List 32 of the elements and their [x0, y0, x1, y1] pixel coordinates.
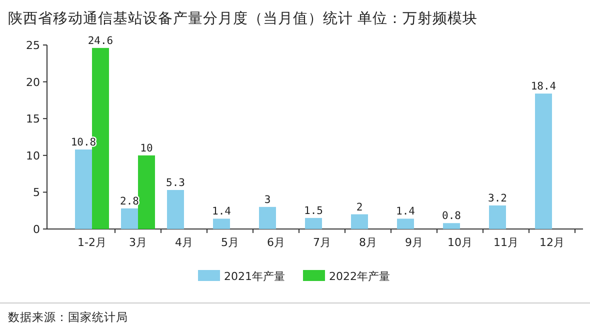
source-note: 数据来源：国家统计局	[8, 310, 128, 324]
y-tick-label: 20	[26, 76, 40, 89]
x-tick-label: 3月	[129, 236, 147, 249]
data-label: 3	[264, 194, 271, 206]
legend-label: 2022年产量	[329, 270, 390, 283]
x-tick-label: 11月	[494, 236, 518, 249]
x-tick-label: 9月	[405, 236, 423, 249]
x-tick-label: 5月	[221, 236, 239, 249]
data-label: 1.4	[396, 206, 415, 218]
data-label: 10	[140, 142, 153, 154]
data-label: 2	[356, 201, 363, 214]
data-label: 1.4	[212, 206, 231, 218]
data-label: 18.4	[530, 80, 556, 93]
y-tick-label: 0	[33, 223, 40, 236]
y-tick-label: 10	[26, 149, 40, 162]
x-tick-label: 7月	[313, 236, 331, 249]
data-label: 3.2	[488, 192, 507, 204]
y-tick-label: 5	[33, 186, 40, 200]
data-label: 5.3	[166, 176, 185, 189]
legend-label: 2021年产量	[224, 270, 285, 283]
x-tick-label: 10月	[448, 236, 472, 249]
x-tick-label: 8月	[359, 236, 377, 249]
chart-title: 陕西省移动通信基站设备产量分月度（当月值）统计 单位：万射频模块	[8, 10, 478, 27]
x-tick-label: 12月	[540, 236, 564, 249]
data-label: 1.5	[304, 204, 323, 217]
x-tick-label: 6月	[267, 236, 285, 249]
y-tick-label: 15	[26, 112, 40, 126]
x-tick-label: 4月	[175, 236, 193, 249]
y-tick-label: 25	[26, 39, 40, 52]
data-label: 24.6	[88, 34, 114, 47]
data-label: 0.8	[442, 210, 461, 222]
x-tick-label: 1-2月	[78, 236, 106, 249]
